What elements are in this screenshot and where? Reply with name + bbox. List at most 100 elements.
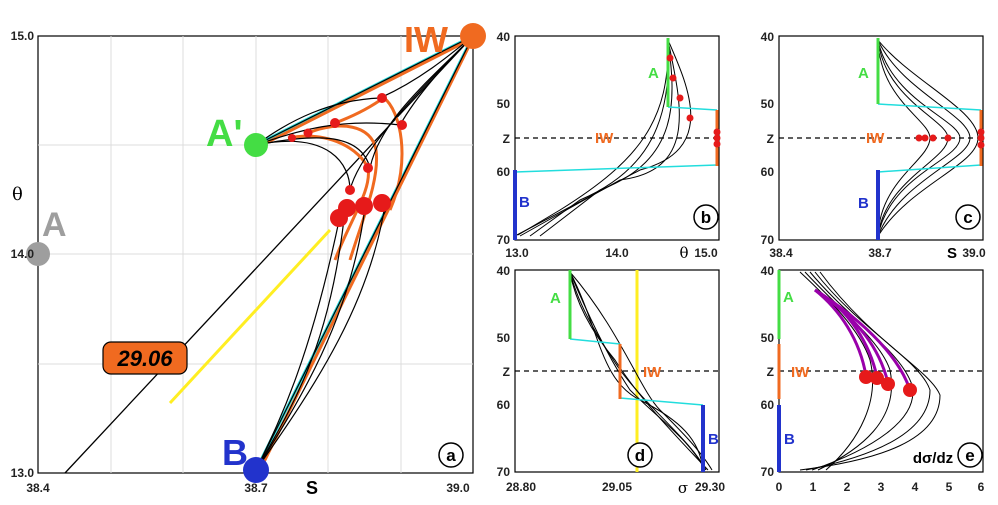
panel-c-cyan-bot bbox=[877, 164, 982, 173]
e-xtick-3: 3 bbox=[878, 480, 885, 494]
panel-b-b-label: B bbox=[519, 194, 530, 211]
a-ytick-13: 13.0 bbox=[11, 466, 35, 480]
panel-d-cyan-bot bbox=[619, 397, 704, 406]
e-ytick-z: Z bbox=[767, 365, 774, 379]
a-xtick-384: 38.4 bbox=[26, 481, 50, 495]
e-ytick-70: 70 bbox=[761, 465, 775, 479]
d-xtick-2905: 29.05 bbox=[602, 480, 632, 494]
panel-b-cyan-top bbox=[667, 106, 718, 111]
panel-b-iw-label: IW bbox=[595, 130, 614, 147]
e-xtick-1: 1 bbox=[810, 480, 817, 494]
yellow-line bbox=[168, 228, 332, 405]
label-b: B bbox=[222, 432, 248, 473]
panel-c-label-circle bbox=[955, 204, 981, 230]
e-ytick-40: 40 bbox=[761, 264, 775, 278]
b-xtick-13: 13.0 bbox=[505, 246, 529, 260]
c-ytick-50: 50 bbox=[761, 97, 775, 111]
b-ytick-z: Z bbox=[503, 132, 510, 146]
panel-b-points bbox=[666, 54, 721, 148]
panel-e-a-label: A bbox=[783, 289, 794, 306]
d-ytick-50: 50 bbox=[497, 331, 511, 345]
a-xlabel: S bbox=[306, 478, 318, 498]
e-xlabel: dσ/dz bbox=[913, 450, 953, 467]
panel-e-points bbox=[859, 370, 917, 397]
black-curves bbox=[255, 35, 474, 471]
point-iw bbox=[460, 23, 486, 49]
label-a-prime: A' bbox=[206, 113, 242, 155]
e-xtick-5: 5 bbox=[946, 480, 953, 494]
isopycnal-label: 29.06 bbox=[116, 346, 173, 371]
d-xtick-2930: 29.30 bbox=[695, 480, 725, 494]
panel-c-iw-label: IW bbox=[866, 130, 885, 147]
b-xtick-14: 14.0 bbox=[605, 246, 629, 260]
e-ytick-60: 60 bbox=[761, 398, 775, 412]
c-xlabel: S bbox=[947, 245, 957, 262]
panel-e-purple-curves bbox=[814, 288, 912, 391]
panel-c: A IW B 40 50 Z 60 70 38.4 38.7 39.0 S c bbox=[761, 30, 986, 262]
point-a bbox=[26, 242, 50, 266]
panel-d-a-label: A bbox=[550, 290, 561, 307]
point-a-prime bbox=[244, 133, 268, 157]
c-ytick-60: 60 bbox=[761, 165, 775, 179]
mixing-points-large bbox=[330, 194, 391, 227]
d-ytick-70: 70 bbox=[497, 465, 511, 479]
panel-d-cyan-top bbox=[569, 338, 621, 345]
panel-e-iw-label: IW bbox=[791, 364, 810, 381]
panel-c-label: c bbox=[963, 208, 972, 227]
mixing-points-small bbox=[288, 93, 407, 195]
panel-d: A IW B 40 50 Z 60 70 28.80 29.05 29.30 σ… bbox=[497, 264, 726, 497]
panel-e-label: e bbox=[965, 446, 974, 465]
label-a: A bbox=[42, 206, 67, 244]
panel-a-label-circle bbox=[438, 442, 464, 468]
panel-c-cyan-top bbox=[877, 103, 982, 111]
point-b bbox=[243, 457, 269, 483]
panel-d-iw-label: IW bbox=[643, 364, 662, 381]
panel-c-a-label: A bbox=[858, 65, 869, 82]
b-ytick-40: 40 bbox=[497, 30, 511, 44]
panel-e-label-circle bbox=[957, 442, 983, 468]
b-ytick-50: 50 bbox=[497, 97, 511, 111]
panel-c-points bbox=[915, 128, 985, 149]
isopycnal-label-box bbox=[102, 341, 188, 375]
a-xtick-390: 39.0 bbox=[446, 481, 470, 495]
d-ytick-60: 60 bbox=[497, 398, 511, 412]
c-xtick-387: 38.7 bbox=[868, 246, 892, 260]
b-xtick-15: 15.0 bbox=[694, 246, 718, 260]
panel-a-label: a bbox=[446, 446, 456, 465]
d-xlabel: σ bbox=[678, 479, 688, 497]
b-ytick-70: 70 bbox=[497, 233, 511, 247]
panel-b-label-circle bbox=[693, 204, 719, 230]
e-xtick-4: 4 bbox=[912, 480, 919, 494]
c-ytick-40: 40 bbox=[761, 30, 775, 44]
panel-d-label-circle bbox=[627, 442, 653, 468]
b-xlabel: θ bbox=[679, 244, 688, 262]
label-iw: IW bbox=[404, 19, 448, 60]
e-xtick-2: 2 bbox=[844, 480, 851, 494]
panel-a: A A' B IW 29.06 15.0 14.0 13.0 38.4 38.7… bbox=[11, 19, 486, 498]
panel-e: A IW B 40 50 Z 60 70 0 1 2 3 4 5 6 dσ/dz… bbox=[761, 264, 985, 494]
c-ytick-z: Z bbox=[767, 132, 774, 146]
e-xtick-0: 0 bbox=[776, 480, 783, 494]
a-ytick-15: 15.0 bbox=[11, 29, 35, 43]
panel-b-a-label: A bbox=[648, 65, 659, 82]
panel-e-b-label: B bbox=[784, 431, 795, 448]
d-ytick-z: Z bbox=[503, 365, 510, 379]
b-ytick-60: 60 bbox=[497, 165, 511, 179]
c-xtick-390: 39.0 bbox=[962, 246, 986, 260]
panel-b-cyan-bot bbox=[514, 164, 718, 173]
panel-d-b-label: B bbox=[708, 431, 719, 448]
c-xtick-384: 38.4 bbox=[769, 246, 793, 260]
a-ylabel: θ bbox=[12, 184, 23, 205]
panel-c-b-label: B bbox=[858, 195, 869, 212]
d-xtick-2880: 28.80 bbox=[506, 480, 536, 494]
e-ytick-50: 50 bbox=[761, 331, 775, 345]
c-ytick-70: 70 bbox=[761, 233, 775, 247]
a-xtick-387: 38.7 bbox=[244, 481, 268, 495]
panel-d-label: d bbox=[635, 446, 645, 465]
d-ytick-40: 40 bbox=[497, 264, 511, 278]
e-xtick-6: 6 bbox=[978, 480, 985, 494]
a-ytick-14: 14.0 bbox=[11, 247, 35, 261]
panel-b-label: b bbox=[701, 208, 711, 227]
panel-b: A IW B 40 50 Z 60 70 13.0 14.0 15.0 θ b bbox=[497, 30, 721, 262]
